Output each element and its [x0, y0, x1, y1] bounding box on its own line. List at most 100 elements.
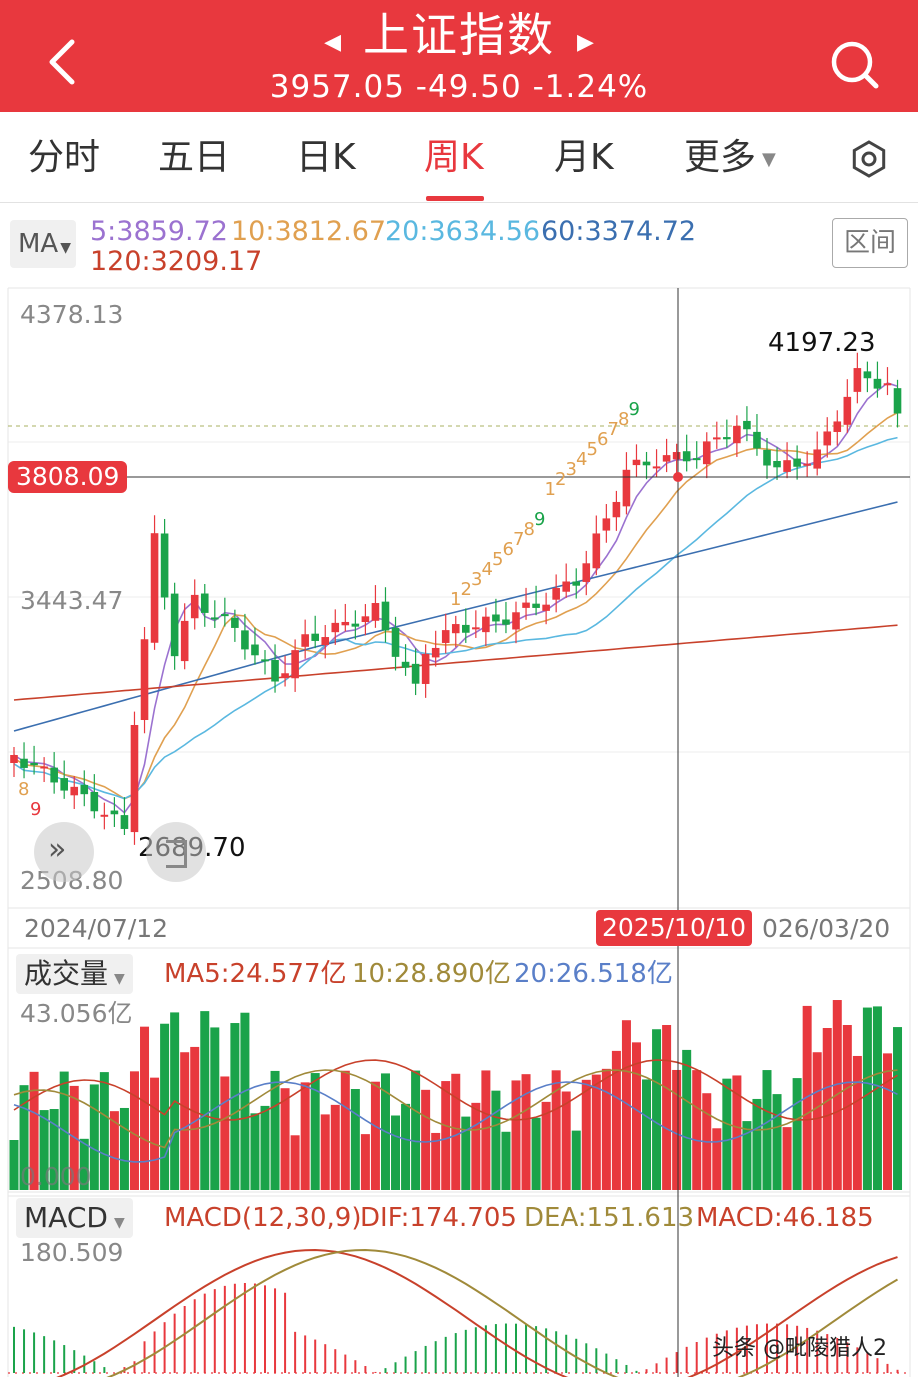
date-right: 026/03/20 [762, 914, 891, 943]
period-tabs: 分时 五日 日K 周K 月K 更多 ▼ [0, 112, 918, 203]
volume-bar [260, 1105, 270, 1190]
candle-body [371, 603, 380, 621]
volume-bar [541, 1101, 551, 1190]
candle-body [823, 431, 832, 446]
index-quote: 3957.05 -49.50 -1.24% [269, 69, 649, 105]
tab-daily-k[interactable]: 日K [296, 137, 356, 178]
candle-body [672, 452, 681, 460]
candle-body [552, 588, 560, 600]
td-label: 9 [629, 399, 640, 420]
candle-body [241, 630, 249, 650]
volume-bar [330, 1104, 340, 1190]
candle-body [10, 755, 18, 763]
candle-body [301, 634, 309, 647]
candle-body [843, 396, 852, 425]
tab-weekly-k[interactable]: 周K [424, 137, 484, 178]
volume-bar [170, 1012, 180, 1190]
candle-body [562, 581, 570, 592]
candle-body [60, 778, 68, 791]
volume-bar [842, 1024, 852, 1190]
vol-ma5: MA5:24.577亿 [164, 959, 347, 989]
expand-button[interactable]: » [34, 822, 94, 882]
back-arrow-icon[interactable] [40, 34, 88, 90]
volume-bar [531, 1117, 541, 1190]
tab-more[interactable]: 更多 ▼ [684, 136, 776, 186]
volume-bar [872, 1006, 882, 1190]
volume-bar [350, 1089, 360, 1190]
volume-bar [491, 1090, 501, 1190]
candle-body [713, 437, 721, 440]
td-label: 8 [618, 409, 629, 430]
candle-body [110, 810, 119, 815]
ma10-value: 10:3812.67 [231, 216, 387, 247]
volume-bar [581, 1079, 591, 1190]
crosshair-date-tag: 2025/10/10 [596, 910, 753, 946]
search-icon[interactable] [828, 38, 880, 90]
watermark: 头条 @毗陵猎人2 [712, 1336, 887, 1361]
td-label: 4 [576, 449, 587, 470]
candle-body [572, 581, 581, 586]
volume-bar [99, 1072, 109, 1190]
range-button[interactable]: 区间 [832, 218, 908, 268]
volume-bar [722, 1078, 732, 1190]
volume-bar [109, 1111, 119, 1190]
tab-monthly-k[interactable]: 月K [554, 137, 614, 178]
candle-body [331, 622, 340, 633]
macd-dif: DIF:174.705 [360, 1203, 517, 1233]
macd-dea: DEA:151.613 [524, 1203, 695, 1233]
td-label: 3 [566, 459, 577, 480]
ma-selector-label: MA [18, 229, 59, 259]
candle-body [652, 466, 661, 469]
candle-body [180, 620, 189, 662]
candle-body [361, 616, 370, 623]
volume-bar [682, 1049, 692, 1190]
next-stock-icon[interactable]: ▶ [577, 30, 594, 55]
volume-bar [782, 1127, 792, 1190]
volume-bar [280, 1088, 290, 1190]
volume-bar [481, 1070, 491, 1190]
ma-selector-button[interactable]: MA ▼ [10, 220, 76, 268]
tab-intraday[interactable]: 分时 [28, 137, 101, 178]
volume-bar [451, 1073, 461, 1190]
candle-body [702, 441, 711, 465]
td-label: 2 [555, 469, 566, 490]
volume-bar [601, 1068, 611, 1190]
candle-body [200, 593, 209, 613]
volume-max: 43.056亿 [20, 999, 133, 1028]
settings-gear-icon[interactable] [850, 140, 888, 178]
volume-bars [9, 1000, 903, 1190]
volume-bar [210, 1027, 220, 1190]
macd-indicator-button[interactable]: MACD ▼ [16, 1198, 133, 1238]
volume-bar [521, 1074, 531, 1190]
candle-body [30, 762, 38, 766]
fullscreen-button[interactable] [146, 822, 206, 882]
candle-body [311, 633, 319, 641]
ma-line-60 [13, 501, 898, 732]
volume-bar [220, 1076, 230, 1190]
td-label: 2 [461, 579, 472, 600]
volume-bar [250, 1113, 260, 1190]
volume-bar [431, 1132, 441, 1190]
volume-bar [862, 1007, 872, 1190]
tab-five-day[interactable]: 五日 [158, 137, 231, 178]
td-label: 6 [503, 539, 514, 560]
volume-bar [441, 1081, 451, 1190]
candle-body [341, 621, 350, 626]
candle-body [190, 594, 199, 619]
volume-bar [621, 1020, 631, 1190]
ma-legend: MA ▼ 5:3859.72 10:3812.67 20:3634.56 60:3… [0, 214, 918, 278]
td-label: 5 [587, 439, 598, 460]
candle-body [211, 617, 219, 620]
candle-body [833, 421, 842, 432]
volume-bar [792, 1078, 802, 1190]
candle-body [80, 784, 89, 795]
volume-bar [702, 1093, 712, 1190]
candle-body [221, 614, 229, 617]
candle-body [140, 639, 149, 721]
candle-body [622, 469, 631, 507]
volume-indicator-button[interactable]: 成交量 ▼ [16, 954, 133, 994]
prev-stock-icon[interactable]: ◀ [324, 30, 341, 55]
candle-body [401, 661, 410, 668]
candle-body [733, 425, 741, 444]
